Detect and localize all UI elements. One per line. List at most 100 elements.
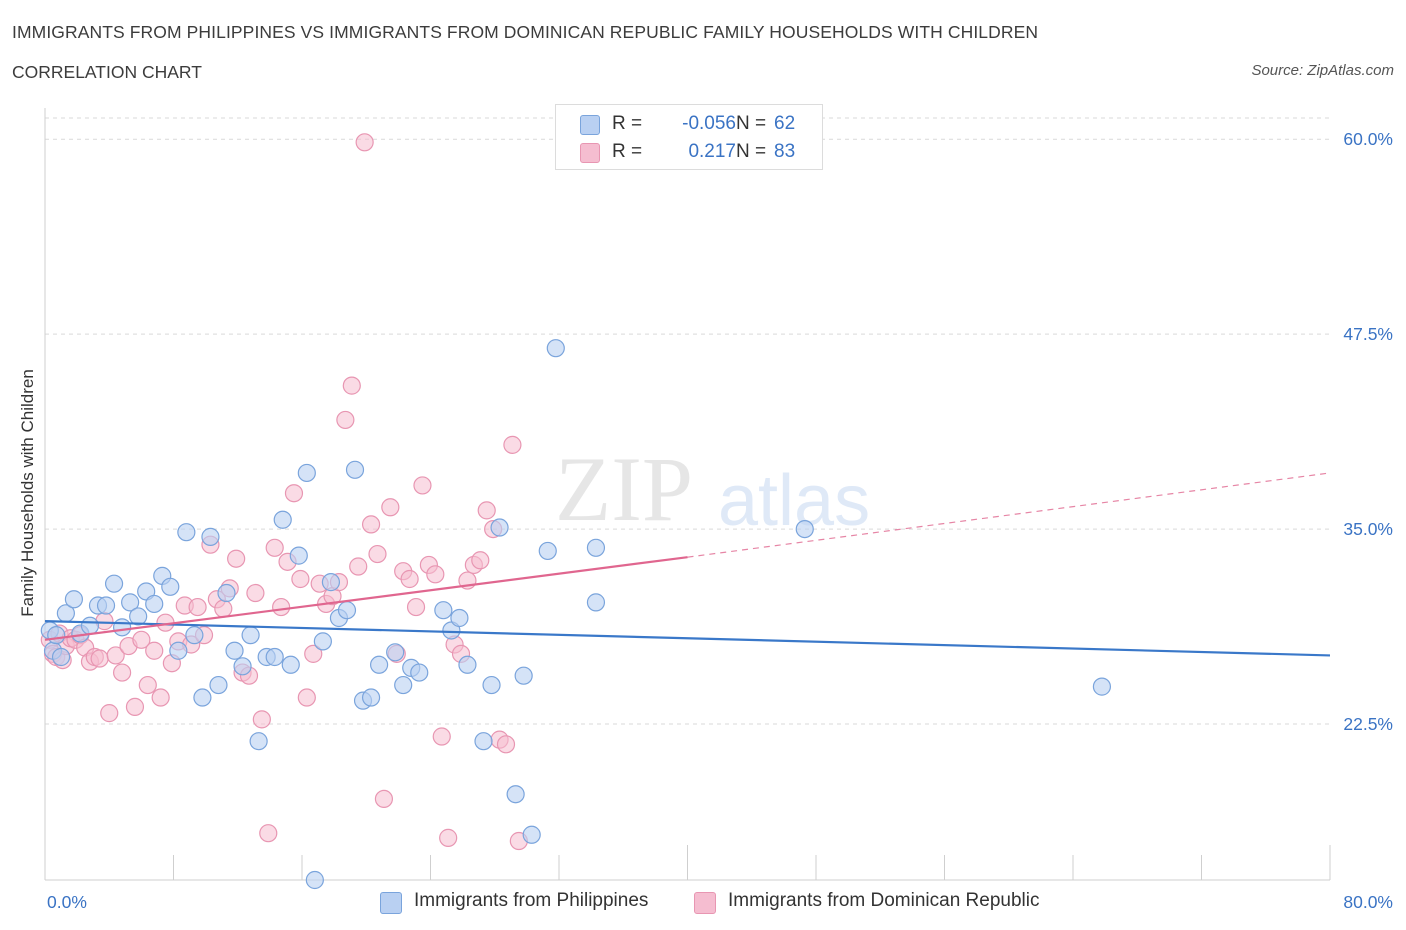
legend-n-label: N = xyxy=(736,141,767,162)
correlation-legend: R = -0.056 N = 62 R = 0.217 N = 83 xyxy=(555,104,823,170)
series-dominican-republic xyxy=(40,133,528,851)
data-point-philippines xyxy=(112,618,132,637)
data-point-philippines xyxy=(225,641,244,660)
data-point-philippines xyxy=(458,655,477,674)
data-point-philippines xyxy=(361,688,381,707)
data-point-dominican-republic xyxy=(496,735,516,754)
x-tick-label: 80.0% xyxy=(1343,892,1393,912)
data-point-dominican-republic xyxy=(336,410,355,430)
bottom-legend-label: Immigrants from Philippines xyxy=(414,890,649,911)
data-point-philippines xyxy=(265,647,284,667)
data-point-dominican-republic xyxy=(426,565,445,584)
y-tick-label: 22.5% xyxy=(1343,714,1393,734)
data-point-philippines xyxy=(64,590,84,609)
data-point-philippines xyxy=(161,577,180,596)
data-point-philippines xyxy=(394,675,413,695)
watermark-atlas: atlas xyxy=(718,461,870,541)
data-point-philippines xyxy=(313,632,332,651)
y-tick-label: 60.0% xyxy=(1343,129,1393,149)
data-point-dominican-republic xyxy=(227,549,246,568)
data-point-dominican-republic xyxy=(349,557,368,576)
data-point-philippines xyxy=(345,460,365,479)
data-point-dominican-republic xyxy=(439,828,458,847)
data-point-philippines xyxy=(1092,677,1112,696)
x-tick-label: 0.0% xyxy=(47,892,87,912)
data-point-dominican-republic xyxy=(132,630,151,649)
data-point-philippines xyxy=(321,573,341,592)
data-point-philippines xyxy=(546,339,565,358)
data-point-dominican-republic xyxy=(304,644,323,663)
data-point-dominican-republic xyxy=(342,376,361,395)
trend-line-dominican-republic xyxy=(44,556,688,641)
legend-r-value: 0.217 xyxy=(688,141,736,162)
watermark-zip: ZIP xyxy=(555,438,693,540)
data-point-philippines xyxy=(490,518,509,537)
data-point-philippines xyxy=(337,601,357,620)
data-point-philippines xyxy=(506,785,525,804)
legend-n-value: 62 xyxy=(774,113,796,134)
data-point-dominican-republic xyxy=(291,569,310,589)
trend-line-dominican-republic-extension xyxy=(687,472,1331,558)
data-point-philippines xyxy=(201,527,220,546)
data-point-philippines xyxy=(217,583,236,603)
bottom-legend-swatch-pink xyxy=(694,892,716,914)
data-point-philippines xyxy=(450,608,469,628)
legend-n-label: N = xyxy=(736,113,767,134)
data-point-dominican-republic xyxy=(374,789,394,809)
data-point-dominican-republic xyxy=(503,435,522,454)
data-point-dominican-republic xyxy=(252,710,271,729)
data-point-philippines xyxy=(281,655,300,674)
data-point-philippines xyxy=(434,601,453,620)
data-point-philippines xyxy=(51,647,71,667)
gridlines xyxy=(45,117,1330,725)
legend-r-value: -0.056 xyxy=(682,113,736,134)
data-point-philippines xyxy=(129,607,148,626)
data-point-dominican-republic xyxy=(106,646,125,665)
data-point-dominican-republic xyxy=(246,583,265,603)
data-point-philippines xyxy=(169,641,188,660)
data-point-dominican-republic xyxy=(471,551,490,570)
data-point-philippines xyxy=(474,732,493,751)
data-point-dominican-republic xyxy=(477,501,496,520)
data-point-philippines xyxy=(80,616,100,635)
data-point-philippines xyxy=(121,593,140,612)
data-point-dominican-republic xyxy=(151,688,170,707)
data-point-dominican-republic xyxy=(188,597,207,617)
data-point-dominican-republic xyxy=(265,538,284,557)
bottom-legend-label: Immigrants from Dominican Republic xyxy=(728,890,1040,911)
trend-line-philippines xyxy=(44,620,1331,657)
data-point-dominican-republic xyxy=(214,599,233,618)
y-tick-label: 47.5% xyxy=(1343,324,1393,344)
data-point-philippines xyxy=(209,675,228,695)
data-point-philippines xyxy=(145,594,164,614)
data-point-philippines xyxy=(177,523,196,542)
data-point-dominican-republic xyxy=(90,649,109,668)
y-axis-label: Family Households with Children xyxy=(18,369,37,617)
data-point-dominican-republic xyxy=(432,727,451,746)
y-tick-labels: 22.5% 35.0% 47.5% 60.0% xyxy=(1343,129,1393,734)
chart-title: IMMIGRANTS FROM PHILIPPINES VS IMMIGRANT… xyxy=(12,22,1039,42)
y-tick-label: 35.0% xyxy=(1343,519,1393,539)
data-point-dominican-republic xyxy=(413,476,432,495)
data-point-philippines xyxy=(514,666,533,685)
data-point-philippines xyxy=(47,626,66,645)
data-point-philippines xyxy=(273,510,292,529)
data-point-dominican-republic xyxy=(259,824,278,843)
data-point-philippines xyxy=(386,643,405,662)
data-point-dominican-republic xyxy=(368,544,387,564)
data-point-dominican-republic xyxy=(297,688,316,707)
legend-n-value: 83 xyxy=(774,141,796,162)
data-point-dominican-republic xyxy=(361,515,381,534)
axes xyxy=(44,108,1331,881)
data-point-philippines xyxy=(482,675,501,695)
data-point-dominican-republic xyxy=(400,569,419,589)
data-point-philippines xyxy=(795,519,814,539)
data-point-philippines xyxy=(249,732,268,751)
data-point-dominican-republic xyxy=(125,697,145,716)
data-point-philippines xyxy=(233,657,252,676)
data-point-philippines xyxy=(305,870,324,890)
data-point-dominican-republic xyxy=(138,675,157,695)
data-point-dominican-republic xyxy=(112,663,132,682)
data-point-dominican-republic xyxy=(100,704,119,723)
